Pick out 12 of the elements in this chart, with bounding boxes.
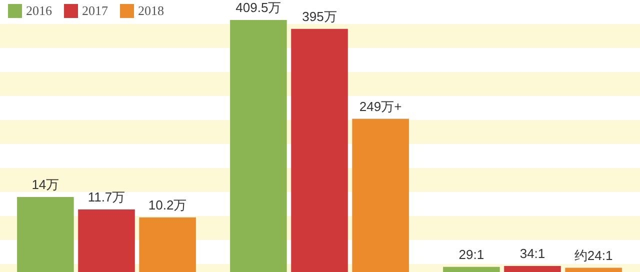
data-label: 409.5万 [236, 0, 282, 16]
data-label: 249万+ [359, 98, 402, 114]
data-label: 14万 [32, 177, 60, 192]
data-label: 395万 [302, 9, 337, 24]
data-label: 34:1 [520, 246, 546, 262]
data-label: 11.7万 [88, 189, 126, 204]
data-label: 29:1 [458, 246, 484, 262]
legend-label: 2018 [138, 3, 164, 19]
legend-label: 2017 [82, 3, 108, 19]
data-label: 约24:1 [574, 248, 613, 263]
data-label: 10.2万 [148, 197, 187, 212]
legend-label: 2016 [26, 3, 52, 19]
